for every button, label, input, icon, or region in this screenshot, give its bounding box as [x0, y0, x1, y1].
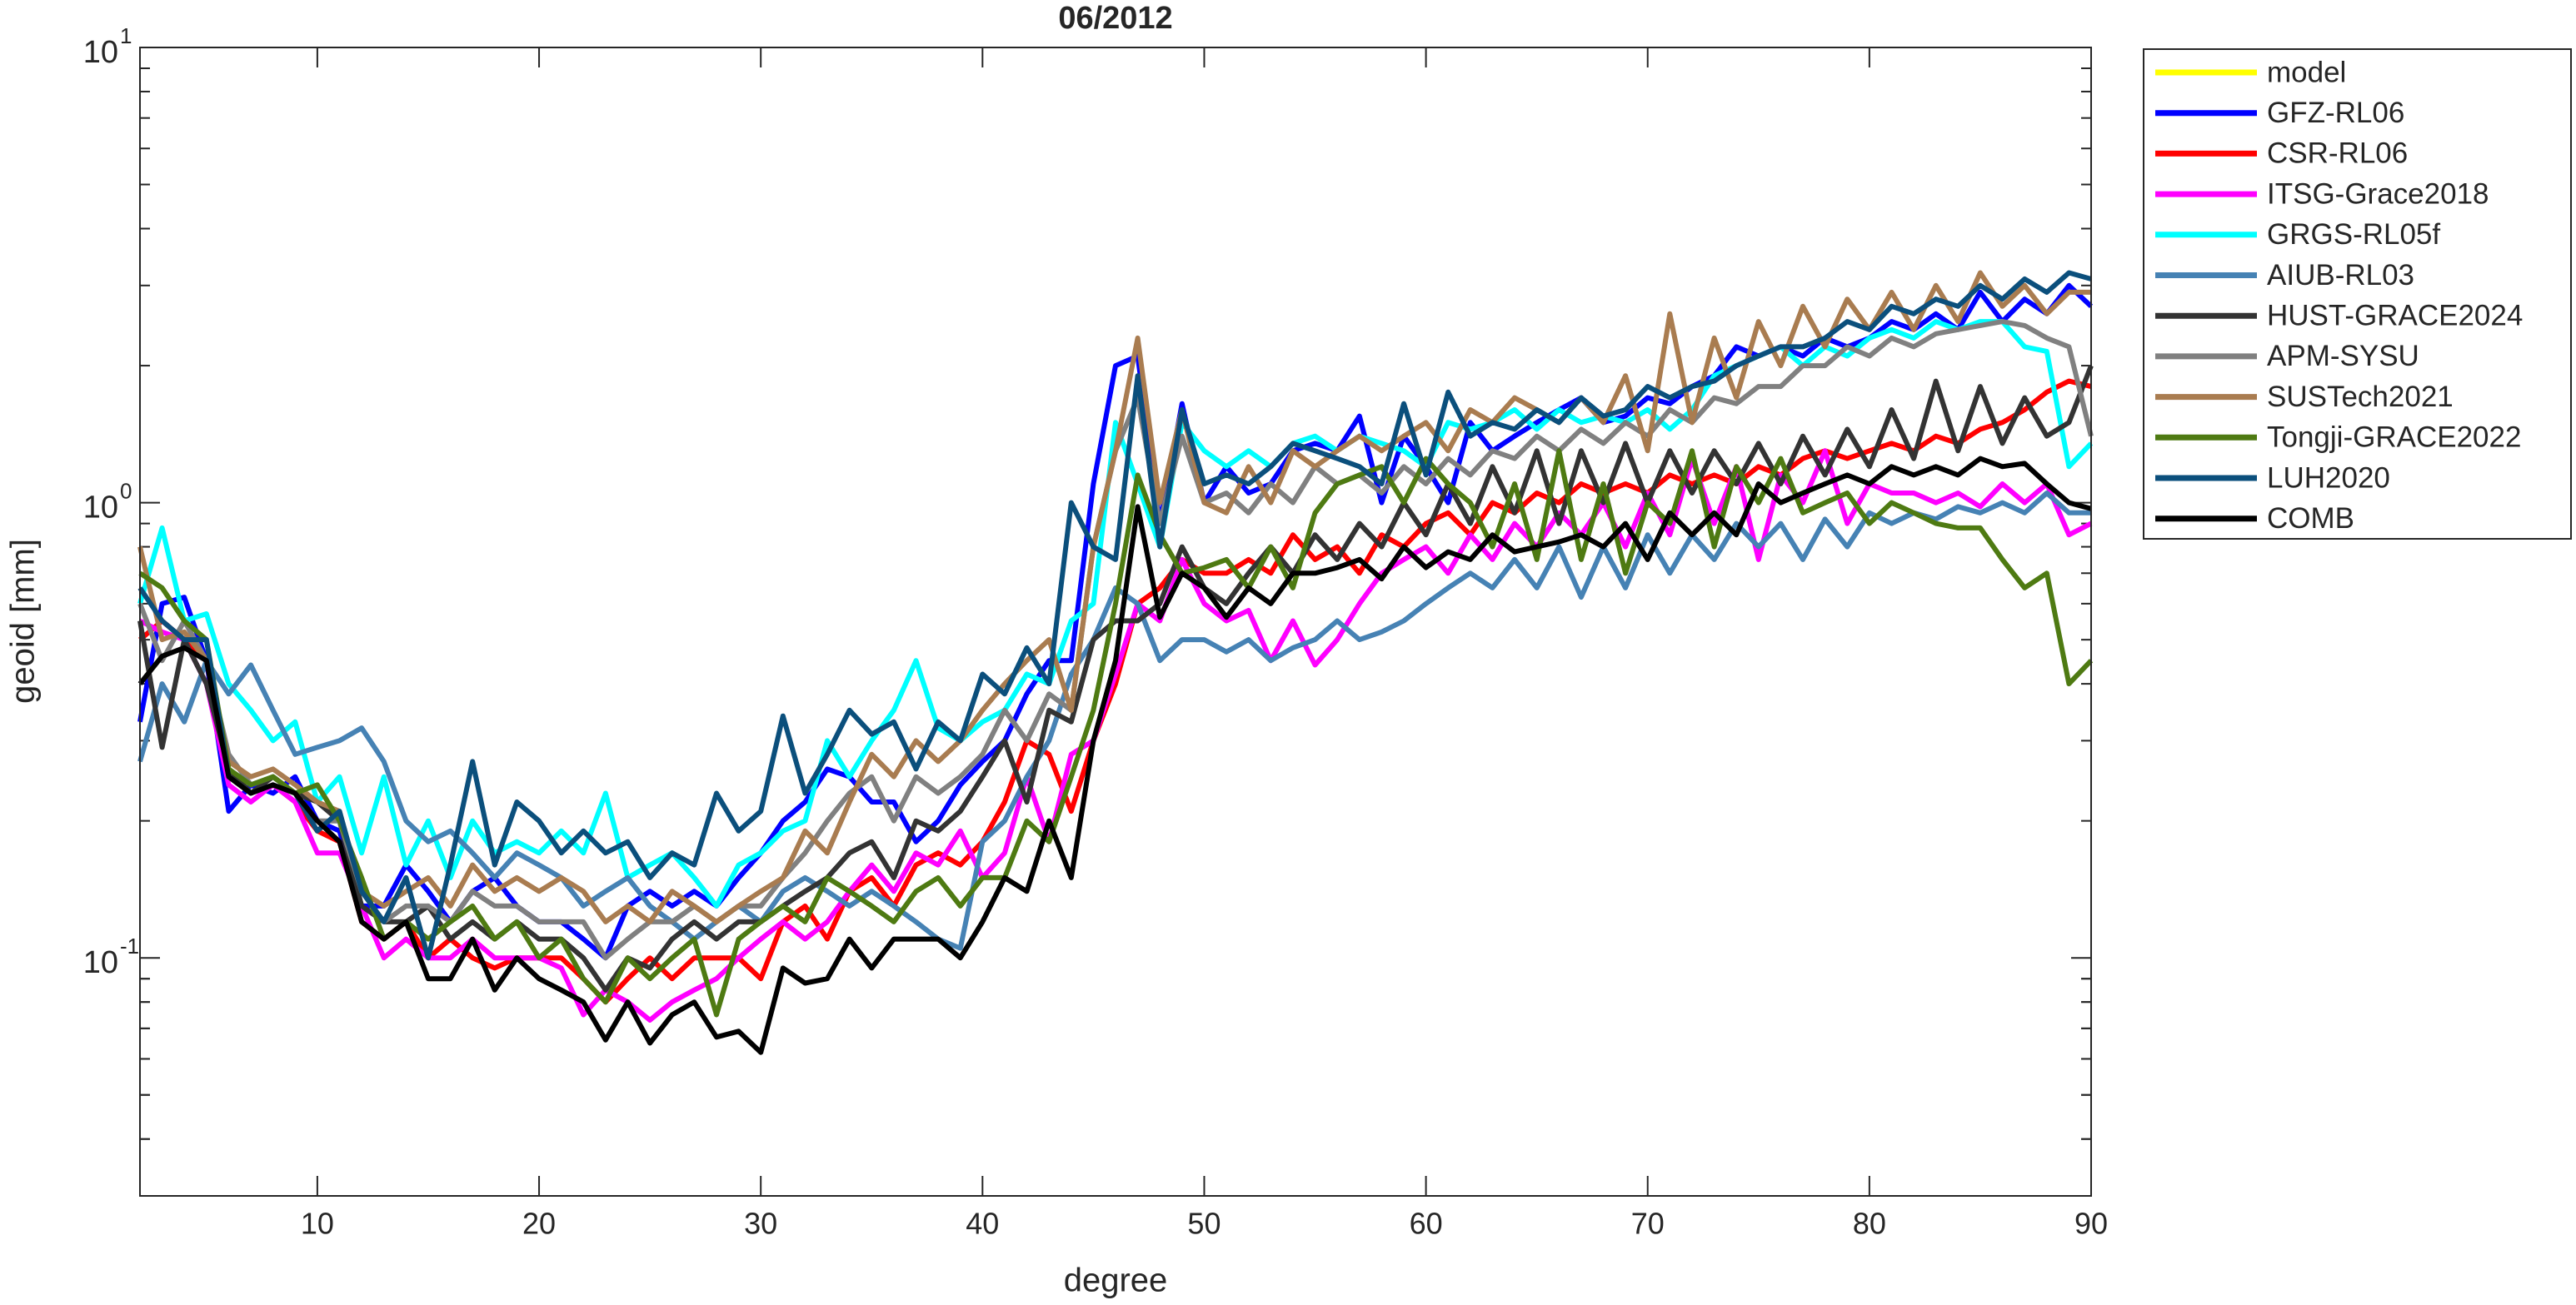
- legend-label: LUH2020: [2267, 461, 2390, 494]
- x-tick-label: 40: [966, 1207, 999, 1241]
- series-line: [137, 491, 2091, 951]
- x-tick-label: 30: [744, 1207, 777, 1241]
- x-tick-label: 70: [1631, 1207, 1665, 1241]
- legend-label: AIUB-RL03: [2267, 259, 2414, 291]
- x-tick-label: 80: [1853, 1207, 1886, 1241]
- y-axis-label: geoid [mm]: [5, 539, 42, 704]
- y-tick-label: 10: [83, 945, 118, 980]
- x-tick-label: 90: [2074, 1207, 2108, 1241]
- y-tick-label: 10: [83, 491, 118, 525]
- legend-label: APM-SYSU: [2267, 340, 2419, 372]
- y-tick-exponent: 1: [120, 23, 132, 48]
- legend-label: COMB: [2267, 502, 2354, 535]
- legend-label: ITSG-Grace2018: [2267, 177, 2489, 210]
- y-tick-exponent: 0: [120, 478, 132, 503]
- series-line: [137, 270, 2091, 924]
- legend-box: [2143, 48, 2572, 540]
- axes-frame: [139, 47, 2092, 1197]
- y-tick-exponent: -1: [120, 934, 139, 959]
- legend-label: GRGS-RL05f: [2267, 218, 2440, 251]
- legend-label: CSR-RL06: [2267, 137, 2408, 170]
- x-axis-label: degree: [1064, 1263, 1168, 1299]
- x-tick-label: 20: [522, 1207, 556, 1241]
- series-line: [137, 270, 2092, 961]
- legend-label: model: [2267, 56, 2346, 88]
- legend-label: HUST-GRACE2024: [2267, 299, 2523, 331]
- series-line: [137, 365, 2094, 993]
- legend-label: GFZ-RL06: [2267, 97, 2404, 129]
- chart-title: 06/2012: [1058, 1, 1172, 36]
- x-tick-label: 60: [1410, 1207, 1443, 1241]
- legend-label: SUSTech2021: [2267, 381, 2454, 413]
- series-line: [138, 448, 2093, 1023]
- y-tick-label: 10: [83, 35, 118, 70]
- series-line: [137, 456, 2092, 1055]
- legend-label: Tongji-GRACE2022: [2267, 421, 2521, 454]
- x-tick-label: 50: [1187, 1207, 1221, 1241]
- x-tick-label: 10: [301, 1207, 334, 1241]
